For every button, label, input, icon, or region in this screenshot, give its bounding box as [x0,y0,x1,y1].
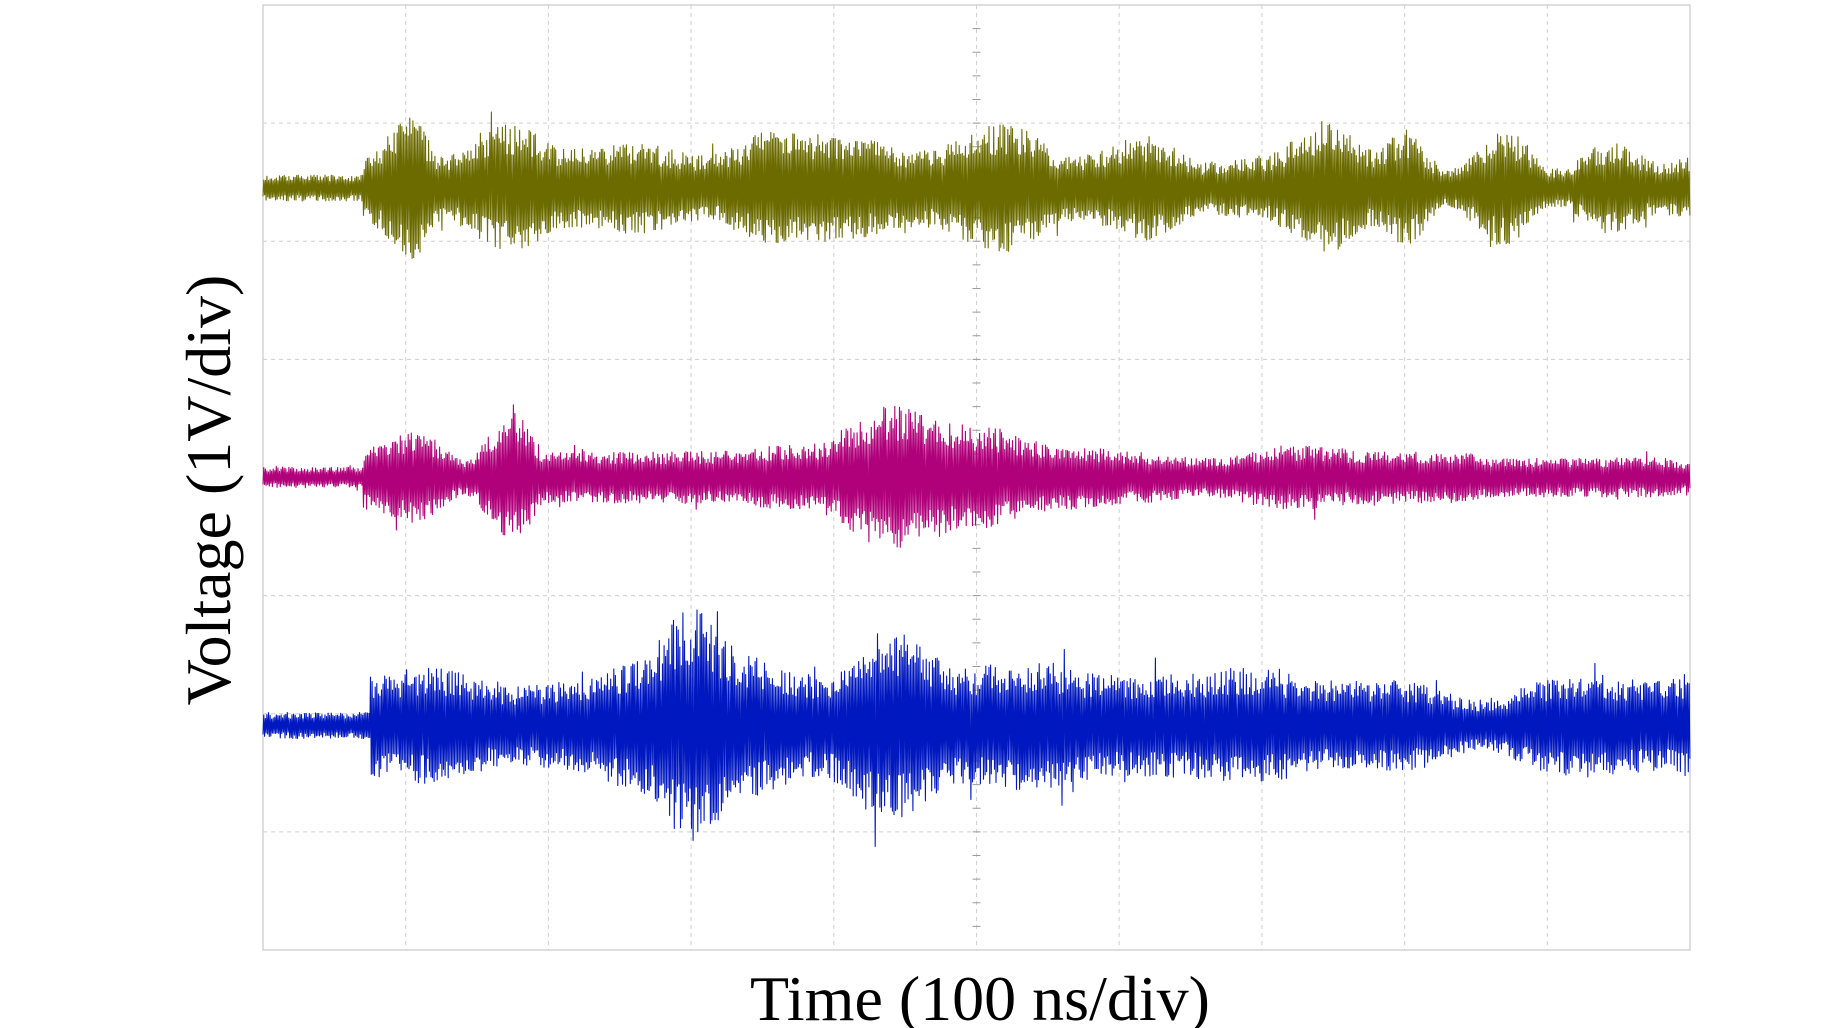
traces [262,111,1691,847]
trace-1 [262,111,1691,259]
x-axis-label: Time (100 ns/div) [750,963,1210,1028]
y-axis-label: Voltage (1V/div) [173,275,244,706]
trace-2 [262,404,1691,548]
trace-3 [262,609,1691,847]
